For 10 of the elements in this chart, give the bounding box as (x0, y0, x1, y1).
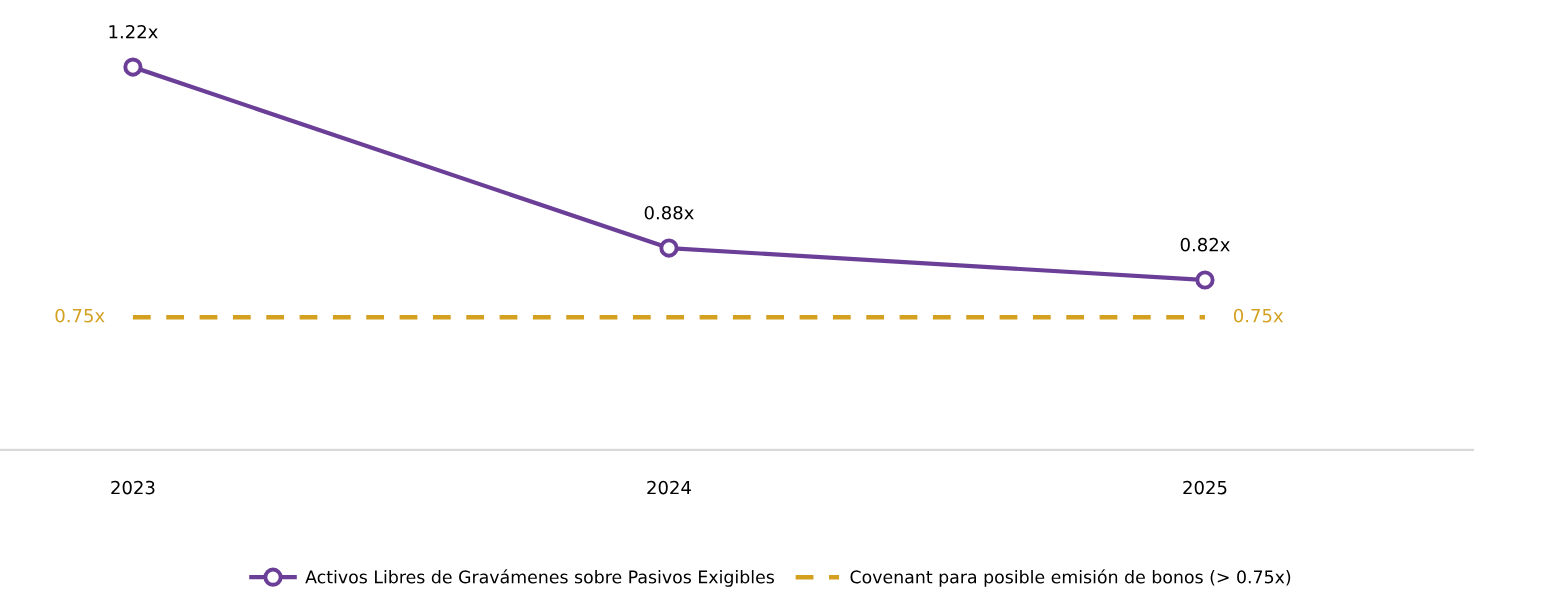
data-label: 1.22x (109, 24, 158, 39)
x-tick-label: 2023 (111, 480, 155, 495)
x-tick-label: 2025 (1183, 480, 1227, 495)
data-label: 0.75x (55, 308, 105, 323)
legend-label: Covenant para posible emisión de bonos (> 0.75x) (850, 569, 1291, 587)
data-label: 0.88x (644, 205, 694, 220)
x-tick-label: 2024 (647, 480, 691, 495)
data-label: 0.75x (1233, 308, 1284, 323)
legend-label: Activos Libres de Gravámenes sobre Pasivos Exigibles (305, 569, 774, 587)
data-label: 0.82x (1180, 237, 1230, 252)
